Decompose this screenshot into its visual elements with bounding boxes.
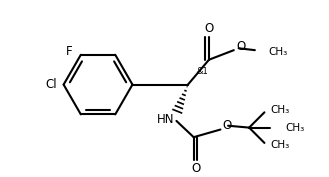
Text: CH₃: CH₃ (270, 105, 290, 115)
Text: O: O (222, 119, 232, 132)
Text: &1: &1 (196, 67, 208, 76)
Text: CH₃: CH₃ (286, 123, 305, 133)
Text: HN: HN (157, 113, 175, 127)
Text: CH₃: CH₃ (270, 140, 290, 150)
Text: O: O (191, 162, 200, 175)
Text: F: F (66, 45, 73, 58)
Text: CH₃: CH₃ (268, 47, 288, 57)
Text: Cl: Cl (45, 78, 57, 91)
Text: O: O (237, 40, 246, 53)
Text: O: O (204, 22, 214, 35)
